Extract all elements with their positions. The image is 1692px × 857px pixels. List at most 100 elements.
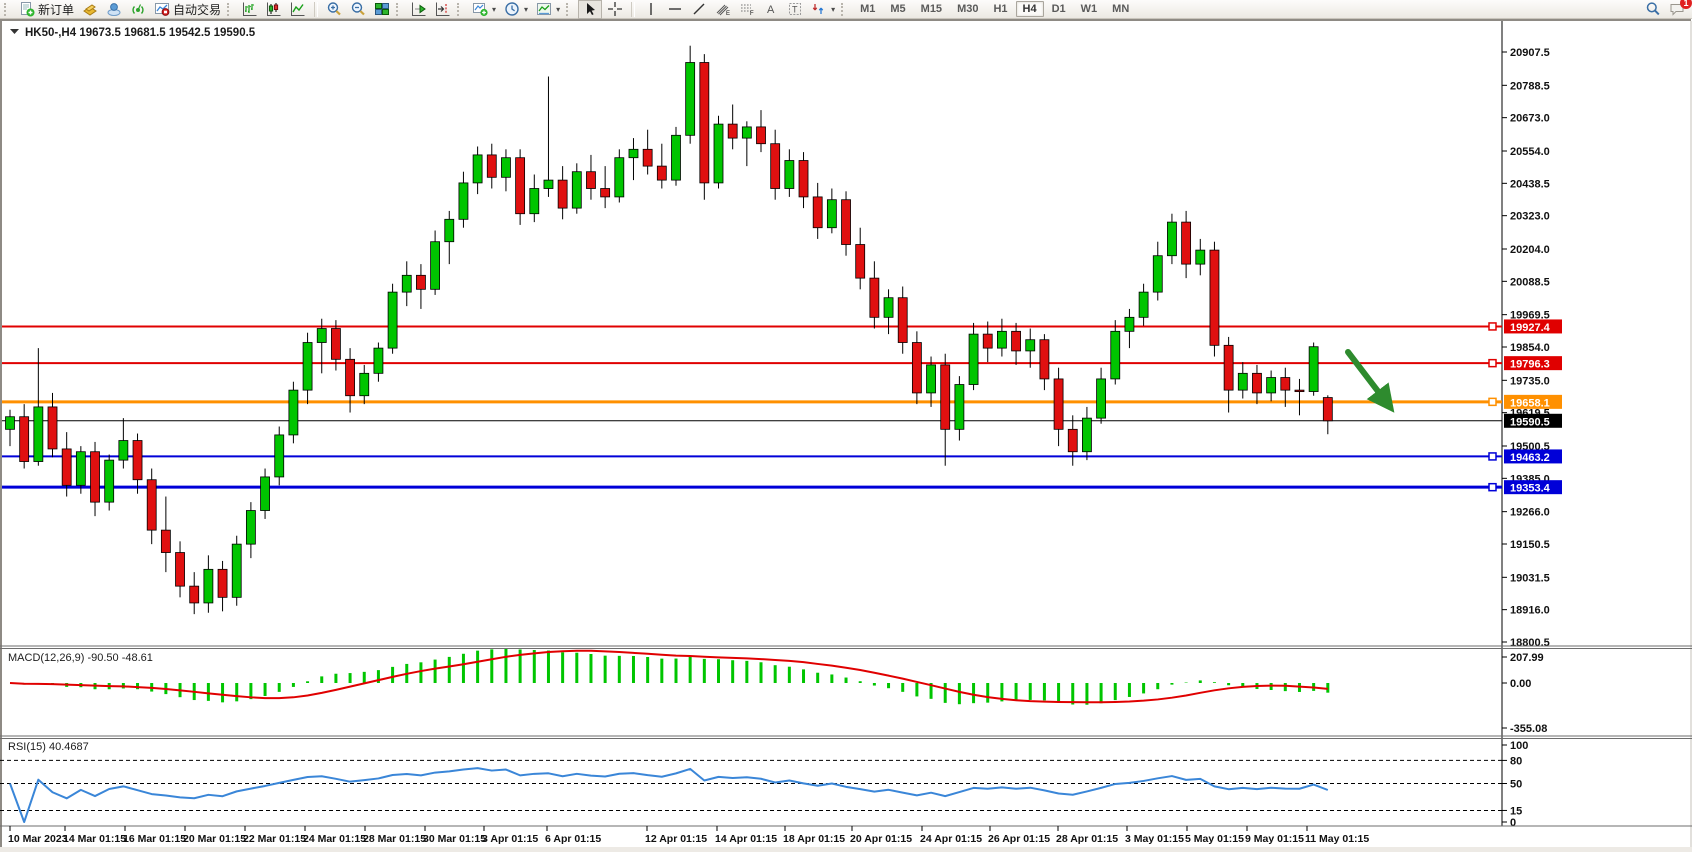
text-label-tool[interactable]: T bbox=[784, 1, 806, 18]
candle-up bbox=[1110, 330, 1121, 380]
candle-up bbox=[1167, 221, 1177, 257]
candle-down bbox=[940, 364, 951, 430]
signals-button[interactable] bbox=[127, 1, 149, 18]
candle-down bbox=[515, 157, 526, 215]
chevron-down-icon: ▾ bbox=[492, 4, 497, 14]
rsi-line bbox=[9, 767, 1329, 823]
macd-axis-label: 0.00 bbox=[1510, 678, 1531, 690]
line-chart-icon bbox=[291, 2, 305, 16]
candle-down bbox=[841, 199, 851, 245]
candle-up bbox=[430, 241, 441, 290]
bar-chart-button[interactable] bbox=[239, 1, 261, 18]
tab-timeframe-m5[interactable]: M5 bbox=[890, 3, 906, 15]
periods-dropdown[interactable]: ▾ bbox=[501, 1, 531, 18]
market-button[interactable] bbox=[79, 1, 101, 18]
tab-timeframe-m15[interactable]: M15 bbox=[920, 3, 943, 15]
community-button[interactable] bbox=[103, 1, 125, 18]
toolbar-grip[interactable] bbox=[841, 2, 848, 16]
time-axis-label: 28 Apr 01:15 bbox=[1056, 833, 1118, 845]
candle-up bbox=[288, 389, 299, 436]
chart-shift-button[interactable] bbox=[432, 1, 454, 18]
candle-down bbox=[217, 568, 228, 598]
price-tag-label: 19658.1 bbox=[1510, 397, 1550, 409]
notification-badge: 1 bbox=[1680, 0, 1692, 9]
time-axis-label: 3 Apr 01:15 bbox=[482, 833, 538, 845]
price-tag-label: 19463.2 bbox=[1510, 452, 1550, 464]
time-axis-label: 10 Mar 2023 bbox=[8, 833, 68, 845]
tab-timeframe-w1[interactable]: W1 bbox=[1080, 3, 1098, 15]
rsi-label: RSI(15) 40.4687 bbox=[8, 741, 89, 753]
candle-up bbox=[260, 476, 270, 511]
level-handle[interactable] bbox=[1488, 322, 1497, 331]
level-handle[interactable] bbox=[1488, 452, 1497, 461]
text-label-icon: T bbox=[789, 3, 802, 15]
candle-down bbox=[1067, 428, 1078, 453]
equidistant-channel-tool[interactable]: E bbox=[712, 1, 734, 18]
candle-down bbox=[869, 277, 880, 318]
price-tag bbox=[1504, 319, 1562, 334]
chart-shift-icon bbox=[436, 2, 450, 16]
autotrading-button[interactable]: 自动交易 bbox=[151, 1, 224, 18]
arrow-drawing-object[interactable] bbox=[1345, 349, 1395, 413]
tab-timeframe-h1[interactable]: H1 bbox=[993, 3, 1008, 15]
rsi-axis-label: 0 bbox=[1510, 817, 1516, 829]
toolbar-grip[interactable] bbox=[4, 2, 11, 16]
tab-timeframe-h4[interactable]: H4 bbox=[1015, 1, 1044, 17]
fibonacci-tool[interactable]: F bbox=[736, 1, 758, 18]
candle-up bbox=[997, 330, 1007, 349]
candle-down bbox=[175, 552, 185, 587]
level-handle[interactable] bbox=[1488, 397, 1497, 407]
candle-down bbox=[1223, 344, 1234, 391]
new-chart-dropdown[interactable]: ▾ bbox=[469, 1, 499, 18]
candlestick-chart-button[interactable] bbox=[263, 1, 285, 18]
templates-dropdown[interactable]: ▾ bbox=[533, 1, 563, 18]
level-handle[interactable] bbox=[1488, 482, 1497, 492]
text-tool[interactable]: A bbox=[760, 1, 782, 18]
horizontal-line-tool[interactable] bbox=[664, 1, 686, 18]
crosshair-icon bbox=[608, 2, 623, 16]
new-order-button[interactable]: 新订单 bbox=[16, 1, 77, 18]
tab-timeframe-m1[interactable]: M1 bbox=[860, 3, 876, 15]
toolbar-grip[interactable] bbox=[457, 2, 464, 16]
cursor-tool-button[interactable] bbox=[578, 0, 603, 19]
search-icon[interactable] bbox=[1645, 1, 1661, 17]
symbol-dropdown-icon[interactable] bbox=[10, 29, 19, 34]
candle-up bbox=[1152, 255, 1163, 293]
candle-down bbox=[982, 333, 993, 349]
notifications-button[interactable]: 1 bbox=[1669, 0, 1692, 17]
tab-timeframe-m30[interactable]: M30 bbox=[957, 3, 979, 15]
candle-up bbox=[685, 62, 696, 136]
zoom-in-button[interactable] bbox=[323, 1, 345, 18]
auto-scroll-button[interactable] bbox=[408, 1, 430, 18]
autotrading-icon bbox=[155, 3, 170, 16]
candle-up bbox=[501, 157, 511, 178]
toolbar-grip[interactable] bbox=[396, 2, 403, 16]
candle-up bbox=[1237, 372, 1248, 391]
level-handle[interactable] bbox=[1488, 358, 1497, 368]
toolbar-grip[interactable] bbox=[566, 2, 573, 16]
tile-windows-button[interactable] bbox=[371, 1, 393, 18]
price-chart[interactable]: 20907.5 20788.5 20673.0 20554.0 20438.5 20323… bbox=[0, 19, 1692, 852]
tab-timeframe-d1[interactable]: D1 bbox=[1051, 3, 1066, 15]
chevron-down-icon: ▾ bbox=[831, 4, 836, 14]
candle-down bbox=[1053, 378, 1064, 430]
price-axis-label: 19969.5 bbox=[1510, 310, 1550, 322]
candle-down bbox=[812, 196, 823, 229]
candle-down bbox=[61, 448, 72, 486]
vertical-line-tool[interactable] bbox=[640, 1, 662, 18]
trendline-tool[interactable] bbox=[688, 1, 710, 18]
candle-up bbox=[245, 510, 256, 545]
chart-window[interactable]: 20907.5 20788.5 20673.0 20554.0 20438.5 20323… bbox=[0, 19, 1692, 852]
candle-up bbox=[5, 416, 15, 430]
time-axis-label: 26 Apr 01:15 bbox=[988, 833, 1050, 845]
price-axis-label: 20438.5 bbox=[1510, 178, 1550, 190]
line-chart-button[interactable] bbox=[287, 1, 309, 18]
new-order-icon bbox=[21, 2, 35, 17]
zoom-out-button[interactable] bbox=[347, 1, 369, 18]
toolbar-grip[interactable] bbox=[227, 2, 234, 16]
tab-timeframe-mn[interactable]: MN bbox=[1112, 3, 1130, 15]
time-axis-label: 28 Mar 01:15 bbox=[363, 833, 426, 845]
crosshair-tool-button[interactable] bbox=[604, 1, 626, 18]
macd-label: MACD(12,26,9) -90.50 -48.61 bbox=[8, 652, 153, 664]
arrows-dropdown[interactable]: ▾ bbox=[808, 1, 838, 18]
